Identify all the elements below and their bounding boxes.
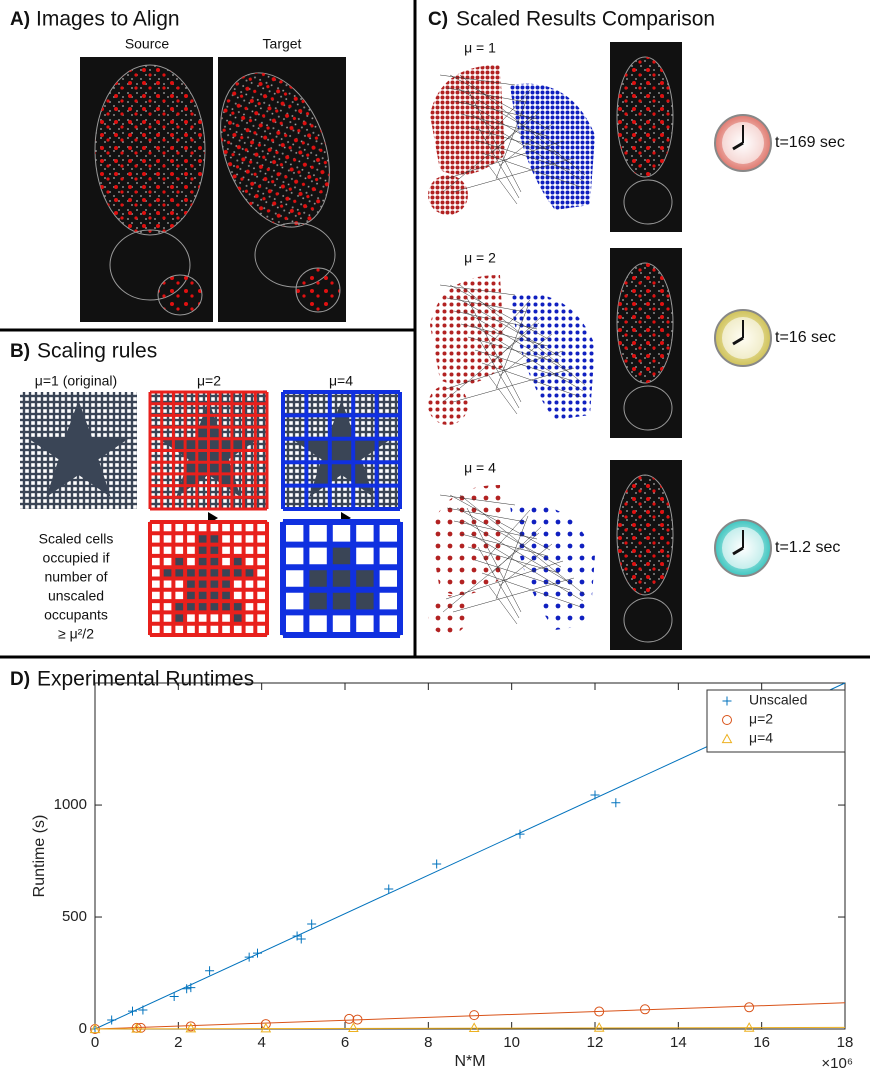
result-image <box>617 475 673 595</box>
occupied-cell <box>330 590 353 613</box>
data-point <box>432 859 441 868</box>
data-point <box>611 798 620 807</box>
x-tick-label: 18 <box>837 1034 854 1051</box>
match-line <box>489 586 517 624</box>
panel-title: Scaling rules <box>37 340 157 363</box>
data-point <box>170 992 179 1001</box>
data-point <box>591 790 600 799</box>
panel-title: Scaled Results Comparison <box>456 8 715 31</box>
source-cloud <box>430 485 505 595</box>
result-image <box>617 57 673 177</box>
source-cloud <box>430 275 505 385</box>
target-cloud <box>510 84 595 210</box>
panel-title: Images to Align <box>36 8 180 31</box>
panel-label: C) <box>428 9 448 30</box>
x-tick-label: 4 <box>257 1034 265 1051</box>
note-line: ≥ μ²/2 <box>58 626 94 642</box>
occupied-cell <box>330 567 353 590</box>
data-point <box>245 953 254 962</box>
x-tick-label: 16 <box>753 1034 770 1051</box>
note-line: occupants <box>44 607 108 623</box>
target-cloud <box>510 504 595 630</box>
note-line: Scaled cells <box>39 531 114 547</box>
grid-caption: μ=2 <box>197 373 221 389</box>
runtime-label: t=16 sec <box>775 329 836 346</box>
panel-label: A) <box>10 9 30 30</box>
grid-caption: μ=4 <box>329 373 353 389</box>
source-cloud <box>428 175 468 215</box>
note-line: unscaled <box>48 588 104 604</box>
source-image <box>80 57 213 322</box>
x-tick-label: 10 <box>503 1034 520 1051</box>
legend-label: Unscaled <box>749 692 807 708</box>
occupied-cell <box>353 567 376 590</box>
data-point <box>253 949 262 958</box>
y-tick-label: 0 <box>79 1020 87 1037</box>
note-line: number of <box>44 569 107 585</box>
scale-label: μ = 4 <box>464 460 496 476</box>
data-point <box>128 1007 137 1016</box>
data-point <box>470 1023 479 1031</box>
note: Scaled cells occupied if number of unscaled… <box>39 531 114 642</box>
occupied-cell <box>306 567 329 590</box>
occupied-cell <box>353 590 376 613</box>
matching-cloud <box>428 485 595 635</box>
data-point <box>345 1014 354 1023</box>
x-exponent: ×10⁶ <box>821 1055 853 1072</box>
runtime-label: t=169 sec <box>775 134 845 151</box>
image-caption: Target <box>263 36 302 52</box>
x-tick-label: 14 <box>670 1034 687 1051</box>
source-cloud <box>430 65 505 175</box>
data-point <box>205 966 214 975</box>
matching-cloud <box>428 65 595 215</box>
occupied-cell <box>330 545 353 568</box>
matching-cloud <box>428 275 595 425</box>
data-point <box>138 1005 147 1014</box>
match-line <box>489 376 517 414</box>
data-point <box>186 983 195 992</box>
results: μ = 1 t=169 sec μ = 2 t=16 sec μ = 4 t=1.2 se… <box>428 40 845 650</box>
x-tick-label: 12 <box>587 1034 604 1051</box>
y-tick-label: 500 <box>62 908 87 925</box>
x-axis-label: N*M <box>454 1053 485 1070</box>
data-point <box>595 1023 604 1031</box>
y-tick-label: 1000 <box>54 796 87 813</box>
occupied-cell <box>306 590 329 613</box>
image-caption: Source <box>125 36 170 52</box>
note-line: occupied if <box>43 550 110 566</box>
scale-label: μ = 1 <box>464 40 496 56</box>
legend-label: μ=2 <box>749 711 773 727</box>
data-point <box>745 1003 754 1012</box>
x-tick-label: 0 <box>91 1034 99 1051</box>
y-axis-label: Runtime (s) <box>31 815 48 898</box>
target-image <box>201 57 350 322</box>
runtime-label: t=1.2 sec <box>775 539 840 556</box>
chart: D)Experimental Runtimes02468101214161805… <box>0 668 853 1072</box>
data-point <box>349 1023 358 1031</box>
legend-label: μ=4 <box>749 730 773 746</box>
x-tick-label: 2 <box>174 1034 182 1051</box>
source-cloud <box>428 385 468 425</box>
data-point <box>470 1011 479 1020</box>
x-tick-label: 6 <box>341 1034 349 1051</box>
x-tick-label: 8 <box>424 1034 432 1051</box>
result-image <box>617 263 673 383</box>
source-cloud <box>428 595 468 635</box>
grid-caption: μ=1 (original) <box>35 373 117 389</box>
target-cloud <box>510 294 595 420</box>
figure: A) Images to Align Source Target B) Scal… <box>0 0 870 1082</box>
match-line <box>489 166 517 204</box>
scale-label: μ = 2 <box>464 250 496 266</box>
panel-label: B) <box>10 341 30 362</box>
